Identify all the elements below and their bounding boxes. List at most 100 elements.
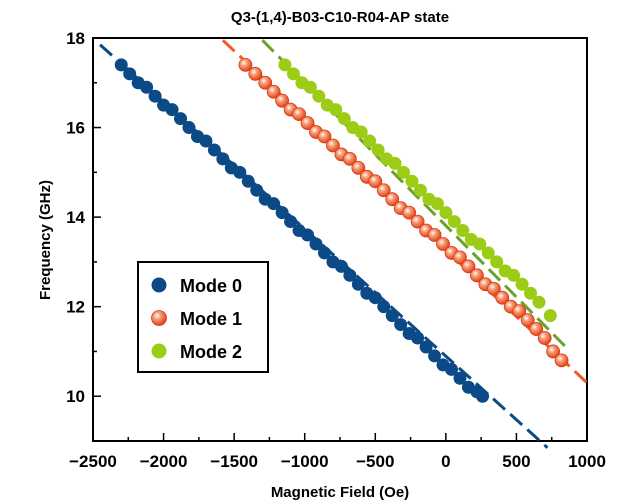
- data-point: [368, 291, 382, 305]
- data-point: [292, 107, 306, 122]
- data-point: [529, 322, 544, 336]
- data-point: [537, 331, 552, 345]
- data-point: [233, 165, 247, 179]
- data-point: [470, 268, 484, 283]
- data-point: [385, 309, 399, 323]
- legend-label: Mode 1: [180, 309, 242, 329]
- data-point: [337, 112, 351, 126]
- data-point: [207, 143, 221, 157]
- x-tick-label: −500: [356, 452, 394, 471]
- x-tick-label: 0: [441, 452, 450, 471]
- data-point: [301, 228, 315, 242]
- data-point: [286, 67, 300, 81]
- data-point: [385, 192, 400, 207]
- data-point: [436, 237, 450, 251]
- data-point: [376, 183, 391, 198]
- data-point: [413, 183, 427, 197]
- x-tick-label: −1500: [210, 452, 258, 471]
- data-point: [312, 89, 326, 103]
- y-tick-label: 10: [66, 387, 85, 406]
- data-point: [546, 344, 561, 359]
- data-point: [354, 125, 368, 139]
- data-point: [473, 237, 487, 251]
- data-point: [524, 286, 538, 300]
- data-point: [182, 121, 196, 135]
- data-point: [300, 116, 315, 130]
- data-point: [267, 197, 281, 211]
- data-point: [284, 215, 298, 229]
- data-point: [543, 309, 557, 323]
- y-axis-label: Frequency (GHz): [37, 180, 54, 300]
- data-point: [554, 353, 569, 368]
- legend: Mode 0 Mode 1 Mode 2: [137, 261, 269, 373]
- data-point: [410, 214, 425, 229]
- data-point: [148, 89, 162, 103]
- legend-marker: [151, 277, 167, 293]
- data-point: [439, 206, 453, 220]
- data-point: [371, 143, 385, 157]
- data-point: [363, 134, 377, 148]
- x-tick-label: −2000: [140, 452, 188, 471]
- data-point: [238, 57, 253, 72]
- data-point: [453, 250, 467, 265]
- data-point: [140, 80, 154, 94]
- data-point: [419, 340, 433, 354]
- data-point: [397, 165, 411, 179]
- y-tick-label: 16: [66, 119, 85, 138]
- data-point: [445, 362, 459, 376]
- data-point: [317, 129, 332, 144]
- x-tick-label: −2500: [69, 452, 117, 471]
- data-point: [329, 103, 343, 117]
- legend-marker: [151, 343, 167, 359]
- data-point: [520, 313, 535, 328]
- legend-label: Mode 2: [180, 342, 242, 362]
- y-tick-label: 12: [66, 298, 85, 317]
- data-point: [343, 268, 357, 282]
- data-point: [430, 197, 444, 211]
- data-point: [368, 174, 383, 189]
- x-axis-label: Magnetic Field (Oe): [271, 484, 409, 501]
- data-point: [377, 300, 391, 314]
- data-point: [303, 80, 317, 94]
- data-point: [351, 160, 366, 175]
- data-point: [402, 205, 417, 220]
- data-point: [405, 174, 419, 188]
- data-point: [275, 93, 290, 108]
- x-tick-label: 500: [502, 452, 530, 471]
- data-point: [266, 84, 281, 99]
- data-point: [515, 277, 529, 291]
- x-tick-label: 1000: [568, 452, 606, 471]
- data-point: [532, 295, 546, 309]
- data-point: [490, 255, 504, 269]
- data-point: [512, 304, 527, 319]
- data-point: [241, 174, 255, 188]
- data-point: [334, 259, 348, 273]
- data-point: [248, 66, 263, 81]
- data-point: [278, 58, 292, 72]
- data-point: [456, 224, 470, 238]
- series-mode-2: [278, 58, 557, 323]
- chart-title: Q3-(1,4)-B03-C10-R04-AP state: [231, 9, 449, 26]
- data-point: [165, 103, 179, 117]
- data-point: [394, 318, 408, 332]
- data-point: [317, 246, 331, 260]
- data-point: [447, 215, 461, 229]
- data-point: [309, 237, 323, 251]
- x-tick-label: −1000: [281, 452, 329, 471]
- series-mode-0: [114, 58, 490, 403]
- data-point: [507, 268, 521, 282]
- data-point: [461, 259, 476, 274]
- data-point: [428, 349, 442, 363]
- data-point: [495, 290, 510, 305]
- data-point: [427, 228, 442, 242]
- data-point: [342, 151, 357, 166]
- data-point: [411, 331, 425, 345]
- data-point: [351, 277, 365, 291]
- fit-lines: [99, 39, 589, 449]
- data-point: [481, 246, 495, 260]
- data-point: [326, 138, 340, 153]
- data-point: [114, 58, 128, 72]
- data-point: [199, 134, 213, 148]
- y-tick-label: 18: [66, 29, 85, 48]
